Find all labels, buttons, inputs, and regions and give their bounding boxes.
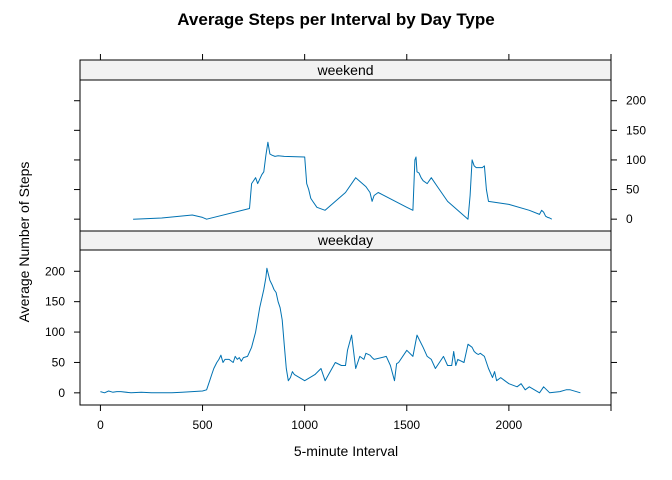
y-tick-label: 100 [626,153,646,167]
panel-strip-label: weekday [317,232,373,248]
chart-title: Average Steps per Interval by Day Type [177,10,494,29]
x-axis-label: 5-minute Interval [294,443,398,459]
y-tick-label: 200 [626,94,646,108]
y-tick-label: 150 [45,295,65,309]
x-tick-label: 500 [193,418,213,432]
y-tick-label: 0 [58,386,65,400]
series-line-weekend [133,141,553,220]
panel-weekend: weekend 0 50 100 150 200 [74,59,646,232]
y-tick-label: 50 [52,355,66,369]
series-line-weekday [100,267,581,394]
x-tick-label: 1500 [393,418,420,432]
panel-frame [79,249,612,406]
y-tick-label: 0 [626,212,633,226]
y-tick-label: 200 [45,264,65,278]
panel-strip-label: weekend [316,62,373,78]
y-tick-label: 100 [45,325,65,339]
panel-weekday: weekday 0 50 100 150 200 [45,230,617,406]
y-axis-label: Average Number of Steps [16,162,32,323]
panel-frame [79,79,612,232]
x-tick-label: 2000 [496,418,523,432]
x-tick-label: 0 [97,418,104,432]
y-tick-label: 150 [626,123,646,137]
y-tick-label: 50 [626,183,640,197]
x-tick-label: 1000 [291,418,318,432]
